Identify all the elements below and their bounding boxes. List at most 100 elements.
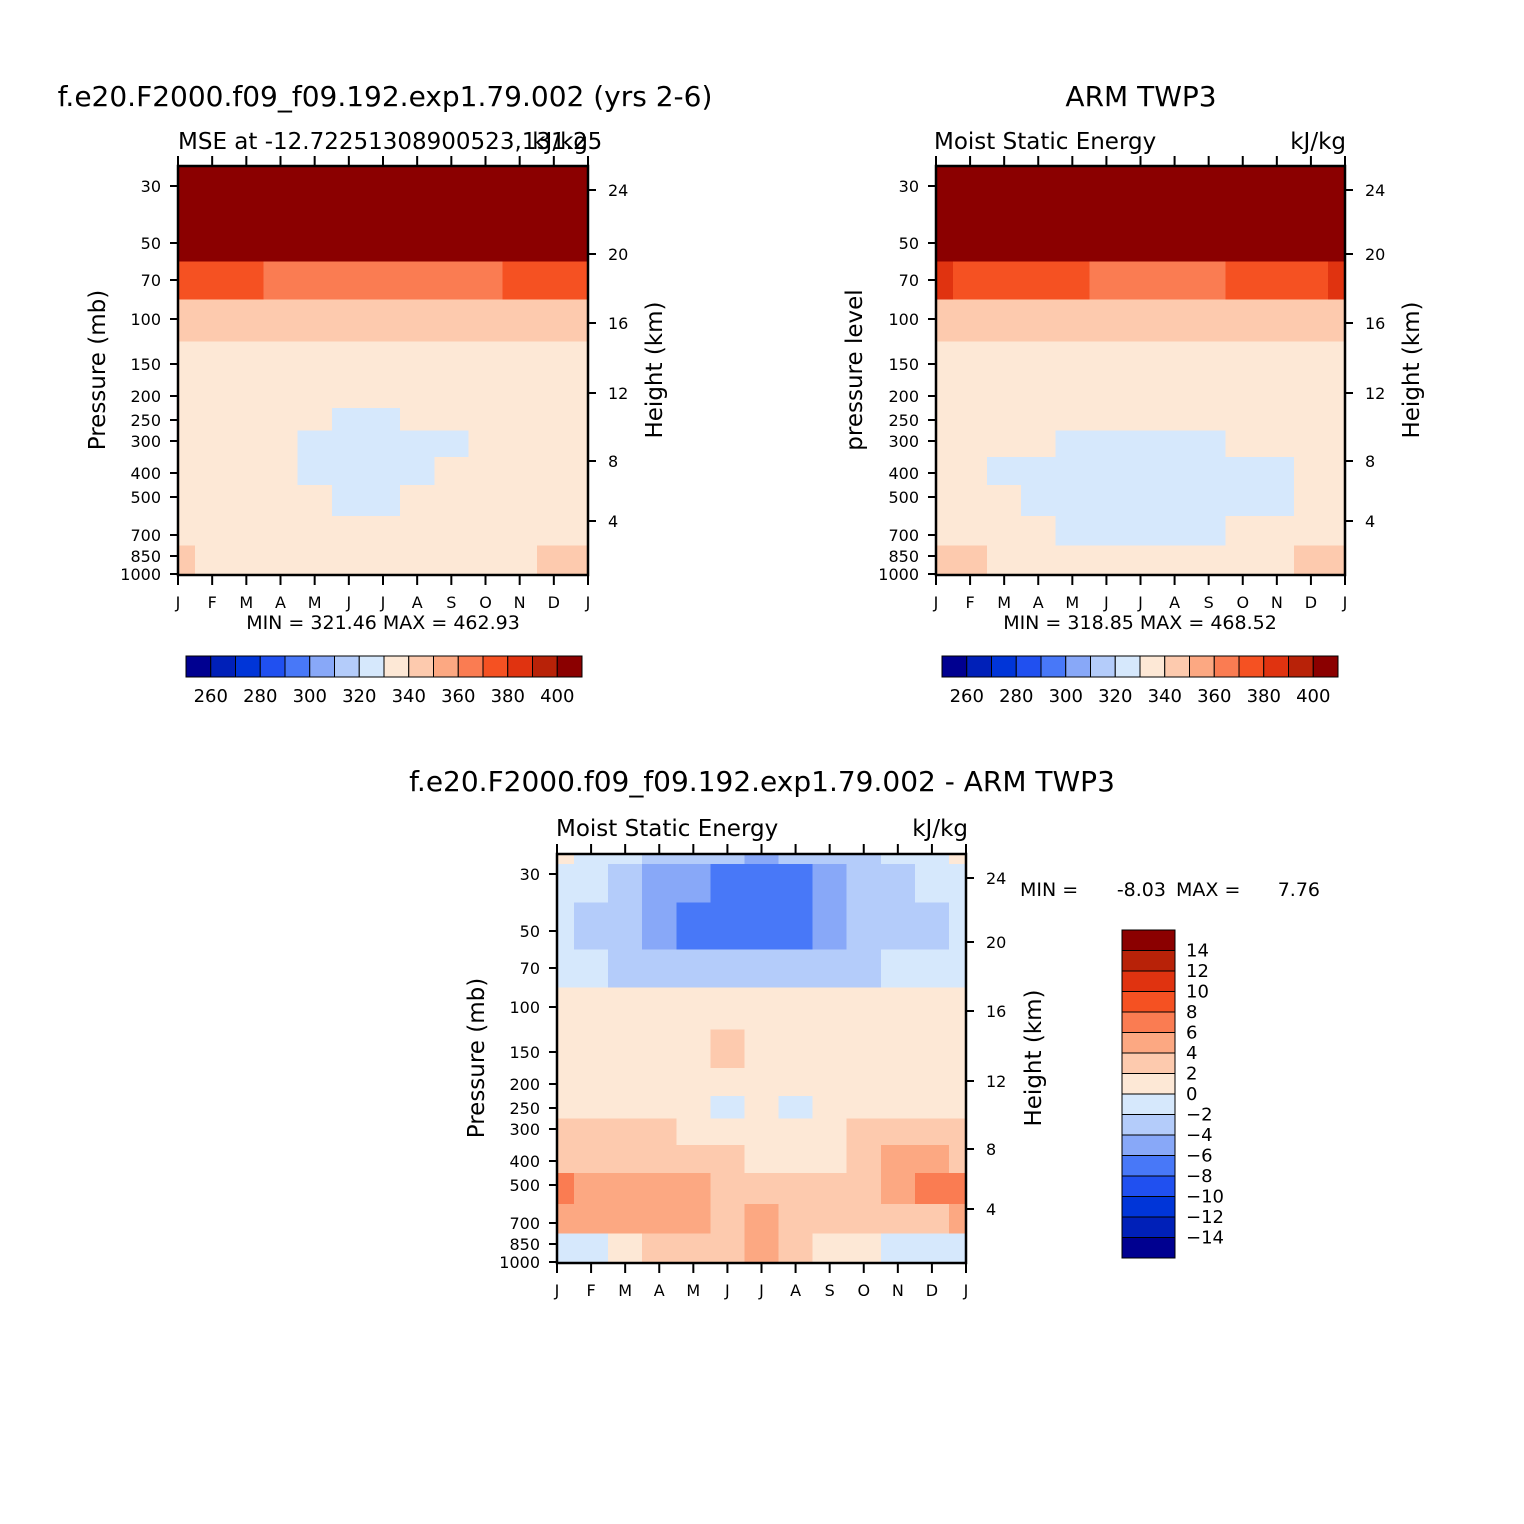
data-cell [744,1204,780,1235]
data-cell [1055,485,1090,517]
data-cell [812,864,848,904]
data-cell [570,299,589,343]
data-cell [778,1145,814,1174]
data-cell [365,430,401,458]
x-tick-label: O [1236,593,1249,612]
data-cell [297,516,333,547]
data-cell [1123,565,1159,576]
data-cell [263,176,299,216]
data-cell [914,1096,950,1120]
data-cell [1157,341,1193,381]
colorbar-label: −8 [1186,1166,1213,1187]
obs-y-axis-label: pressure level [842,289,868,450]
data-cell [953,457,988,486]
data-cell [331,408,367,432]
data-cell [557,1145,575,1174]
data-cell [468,341,504,381]
data-cell [536,485,572,517]
data-cell [557,1096,575,1120]
x-tick-label: J [1103,593,1109,612]
colorbar-label: 280 [243,686,277,707]
data-cell [468,408,504,432]
y-tick-label: 700 [888,526,919,545]
data-cell [557,1233,575,1254]
data-cell [710,949,746,989]
data-cell [846,1204,882,1235]
y-tick-label: 200 [888,387,919,406]
data-cell [468,457,504,486]
data-cell [948,1068,967,1097]
data-cell [570,516,589,547]
y-tick-label: 150 [130,355,161,374]
data-cell [1021,430,1056,458]
data-cell [608,1029,643,1069]
data-cell [570,430,589,458]
data-cell [1225,176,1261,216]
data-cell [570,380,589,409]
data-cell [536,176,572,216]
y-tick-label: 300 [888,432,919,451]
y-tick-label: 400 [509,1152,540,1171]
data-cell [608,1253,643,1264]
diff-min-label: MIN = [1020,879,1078,901]
data-cell [434,166,470,177]
y2-tick-label: 4 [986,1200,996,1219]
data-cell [1157,299,1193,343]
data-cell [1157,408,1193,432]
data-cell [710,902,746,951]
data-cell [987,516,1022,547]
data-cell [936,565,954,576]
data-cell [987,408,1022,432]
data-cell [1021,176,1056,216]
data-cell [331,341,367,381]
data-cell [297,457,333,486]
x-tick-label: J [175,593,181,612]
data-cell [880,1253,916,1264]
data-cell [536,565,572,576]
y-tick-label: 300 [509,1120,540,1139]
colorbar-label: 400 [540,686,574,707]
data-cell [936,166,954,177]
data-cell [178,545,196,566]
y2-tick-label: 4 [608,512,618,531]
data-cell [229,485,265,517]
data-cell [812,854,848,865]
data-cell [1123,380,1159,409]
data-cell [880,1145,916,1174]
data-cell [778,902,814,951]
x-tick-label: D [926,1281,938,1300]
data-cell [846,902,882,951]
y-tick-label: 1000 [878,565,919,584]
data-cell [1327,299,1346,343]
colorbar-box [1288,655,1314,678]
x-tick-label: M [1065,593,1079,612]
x-tick-label: N [514,593,526,612]
data-cell [1055,261,1090,301]
data-cell [297,408,333,432]
colorbar-box [1121,1011,1176,1033]
data-cell [331,545,367,566]
data-cell [195,545,230,566]
data-cell [468,565,504,576]
data-cell [936,261,954,301]
colorbar-box [383,655,410,678]
data-cell [778,1068,814,1097]
data-cell [778,1029,814,1069]
data-cell [1293,214,1329,263]
data-cell [914,949,950,989]
data-cell [178,516,196,547]
colorbar-label: 380 [1247,686,1281,707]
data-cell [1089,485,1125,517]
data-cell [1191,176,1227,216]
data-cell [570,545,589,566]
data-cell [948,1204,967,1235]
data-cell [263,408,299,432]
colorbar-box [1121,1032,1176,1054]
y-tick-label: 850 [130,547,161,566]
x-tick-label: J [380,593,386,612]
data-cell [778,854,814,865]
data-cell [557,902,575,951]
data-cell [936,176,954,216]
x-tick-label: J [1342,593,1348,612]
